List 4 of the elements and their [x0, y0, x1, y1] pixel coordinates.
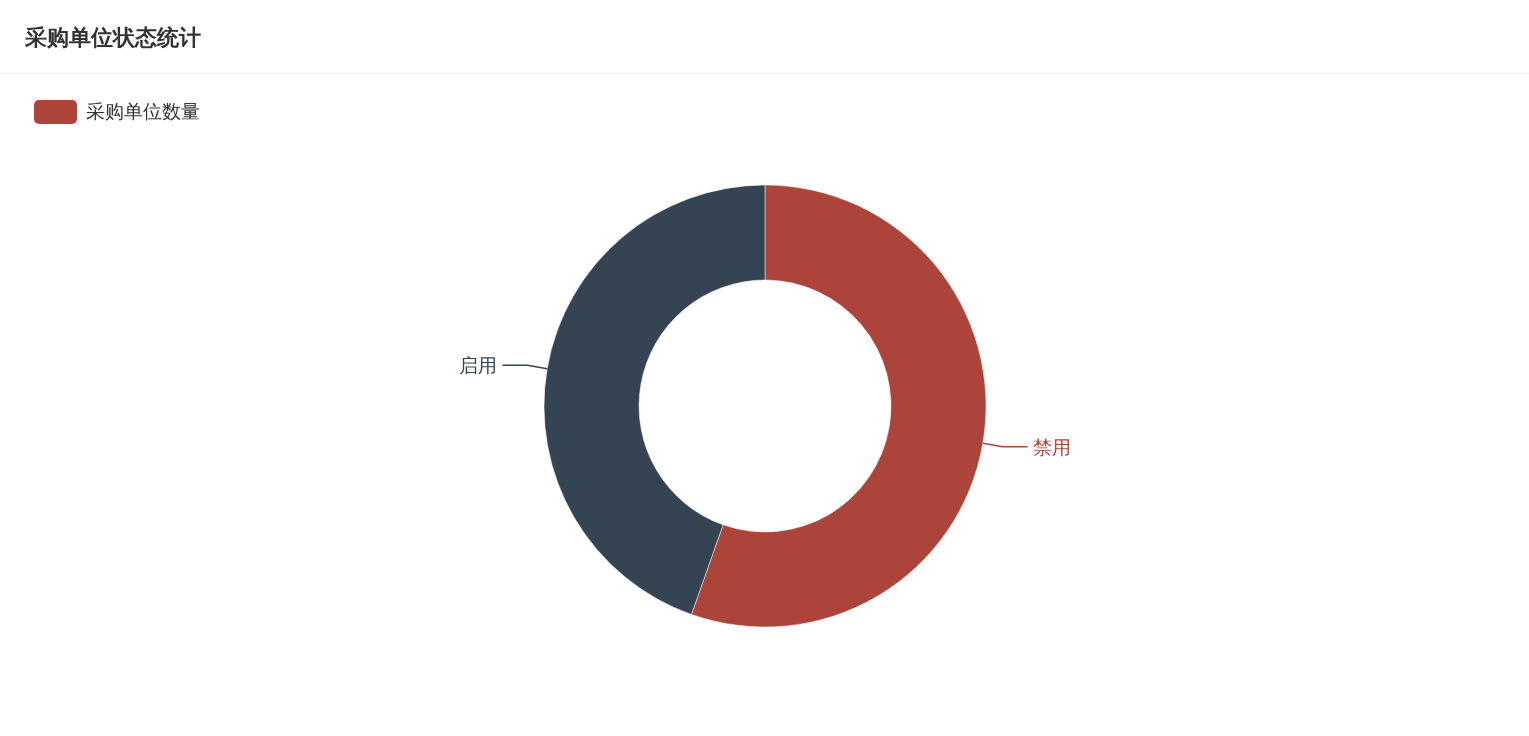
slice-label: 禁用 [1032, 435, 1071, 458]
slice-label: 启用 [459, 354, 498, 377]
legend-label: 采购单位数量 [86, 100, 200, 122]
chart-title: 采购单位状态统计 [24, 25, 201, 50]
